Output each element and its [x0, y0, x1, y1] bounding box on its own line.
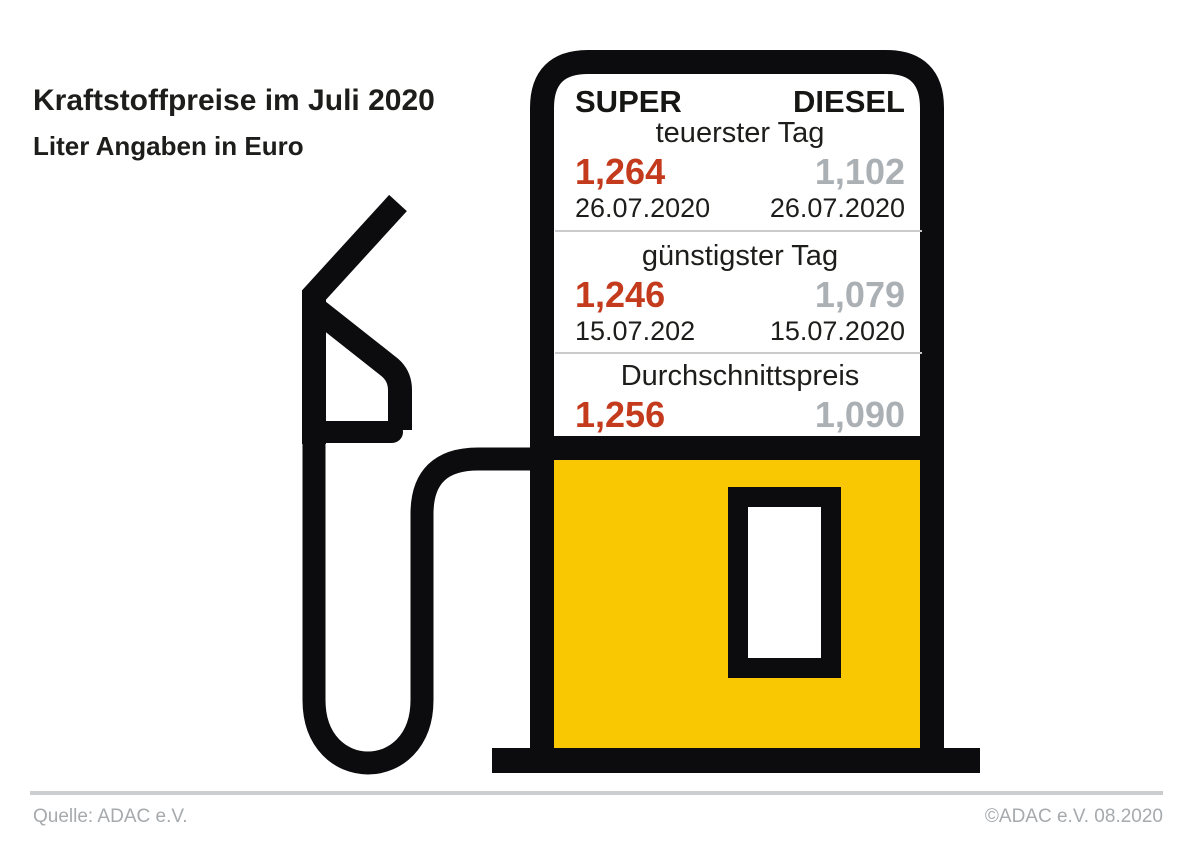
diesel-price: 1,090: [814, 394, 905, 435]
diesel-date: 26.07.2020: [769, 193, 905, 223]
price-row: 1,256 1,090: [575, 395, 905, 435]
section-label: Durchschnittspreis: [620, 360, 860, 392]
super-price: 1,246: [575, 274, 666, 315]
footer-divider-line: [30, 791, 1163, 795]
page-subtitle: Liter Angaben in Euro: [33, 131, 304, 161]
section-cheapest-day: günstigster Tag 1,246 1,079 15.07.202 15…: [555, 230, 922, 352]
price-row: 1,246 1,079: [575, 275, 905, 315]
column-header-diesel: DIESEL: [793, 84, 905, 119]
pump-hose: [302, 430, 537, 775]
section-label: günstigster Tag: [641, 240, 839, 272]
nozzle-spout-handle: [302, 194, 407, 444]
nozzle-holder-slot: [728, 487, 841, 678]
price-row: 1,264 1,102: [575, 152, 905, 192]
super-date: 26.07.2020: [575, 193, 711, 223]
section-label: teuerster Tag: [655, 117, 825, 149]
diesel-date: 15.07.2020: [769, 316, 905, 346]
page-title: Kraftstoffpreise im Juli 2020: [33, 84, 435, 117]
super-price: 1,256: [575, 394, 666, 435]
super-price: 1,264: [575, 151, 666, 192]
date-row: 15.07.202 15.07.2020: [575, 316, 905, 346]
date-row: 26.07.2020 26.07.2020: [575, 193, 905, 223]
column-header-super: SUPER: [575, 84, 682, 119]
footer-source: Quelle: ADAC e.V.: [33, 806, 188, 827]
pump-display-panel: SUPER DIESEL teuerster Tag 1,264 1,102 2…: [555, 73, 922, 437]
super-date: 15.07.202: [575, 316, 696, 346]
section-most-expensive-day: SUPER DIESEL teuerster Tag 1,264 1,102 2…: [555, 73, 922, 230]
footer-copyright: ©ADAC e.V. 08.2020: [984, 806, 1163, 827]
pump-base: [492, 748, 980, 773]
nozzle-grip: [304, 296, 412, 430]
diesel-price: 1,102: [814, 151, 905, 192]
diesel-price: 1,079: [814, 274, 905, 315]
pump-divider-bar: [530, 436, 944, 460]
section-average-price: Durchschnittspreis 1,256 1,090: [555, 352, 922, 437]
column-header-row: SUPER DIESEL: [575, 85, 905, 118]
